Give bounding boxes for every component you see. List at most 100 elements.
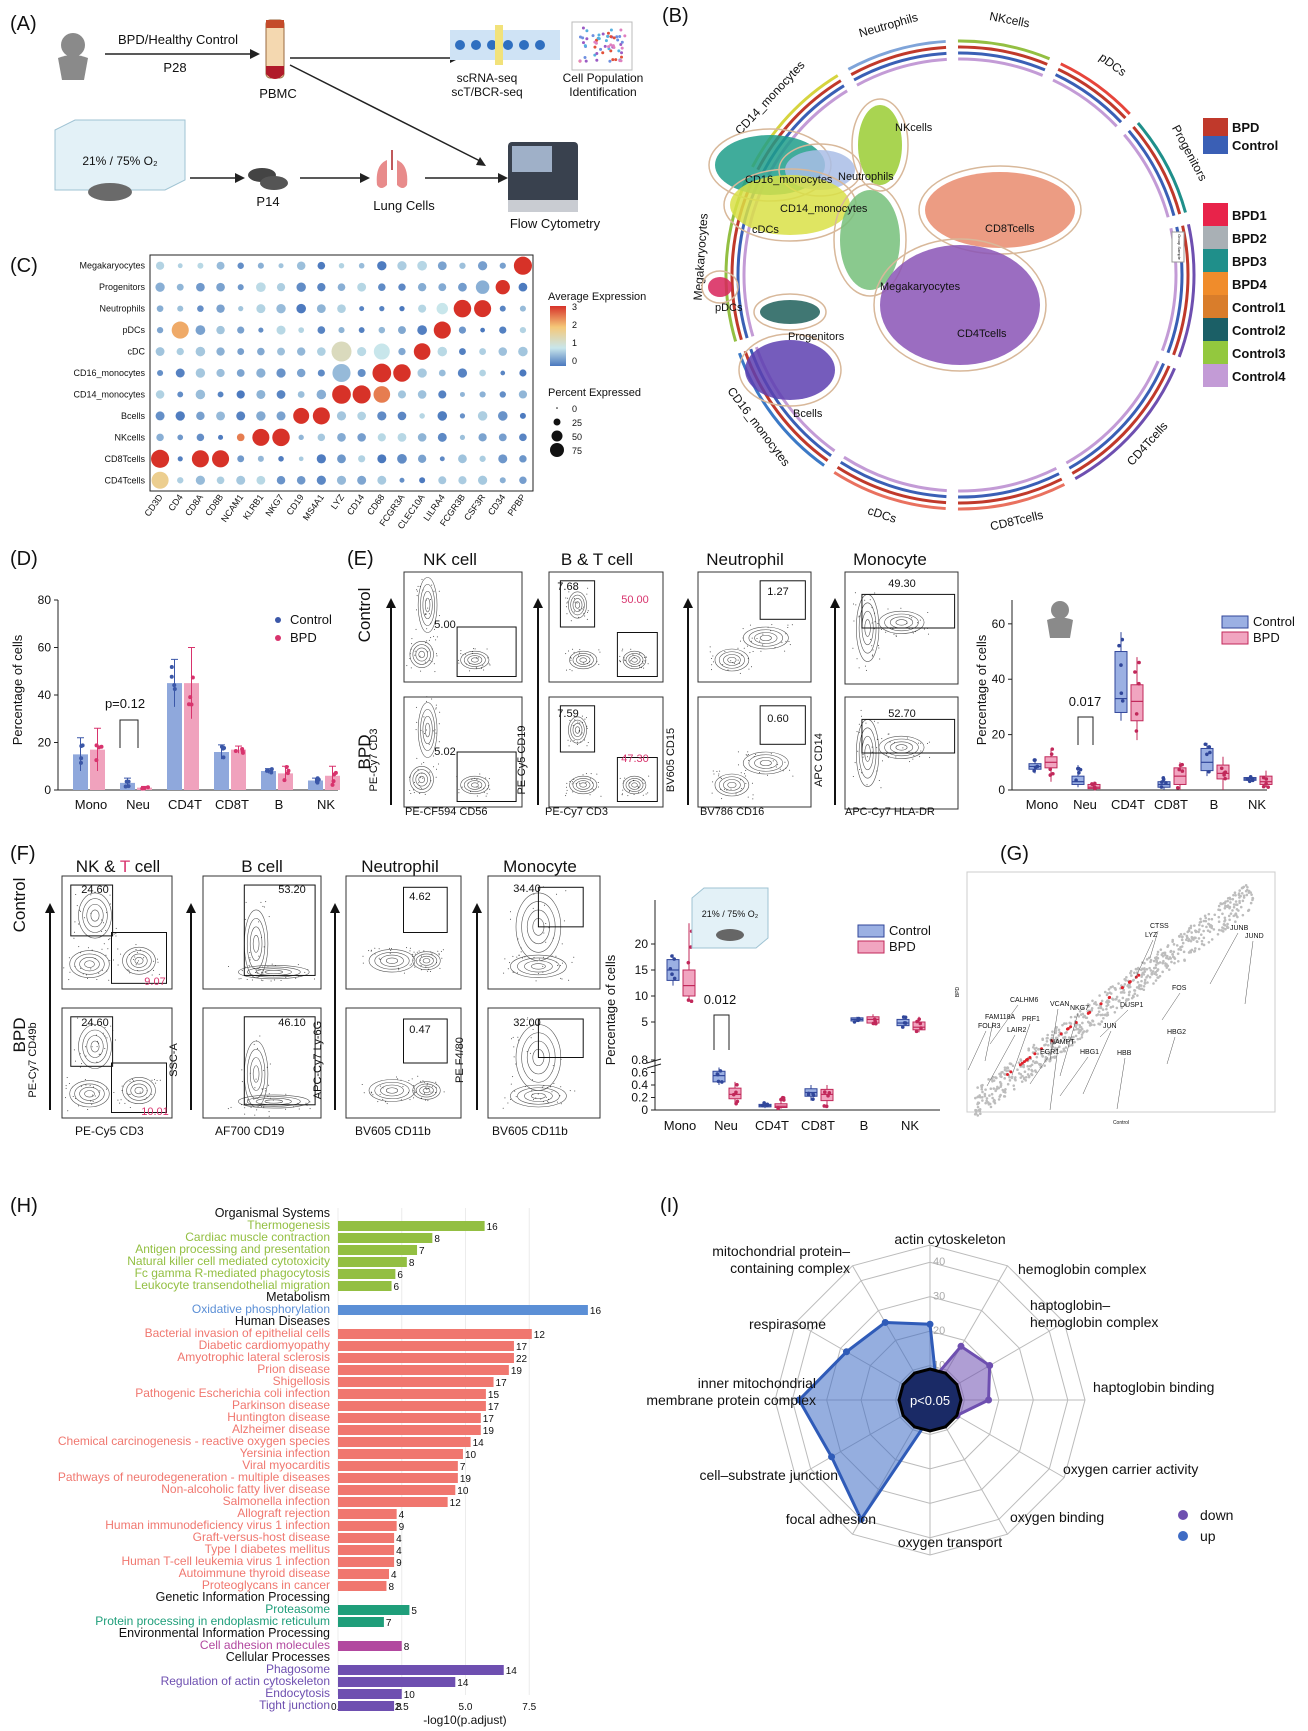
event-dot bbox=[747, 796, 749, 798]
legend2-swatch bbox=[1203, 341, 1228, 364]
event-dot bbox=[80, 967, 82, 969]
event-dot bbox=[435, 1086, 437, 1088]
gene-point bbox=[1078, 1037, 1082, 1041]
event-dot bbox=[536, 960, 538, 962]
channel bbox=[495, 25, 503, 65]
event-dot bbox=[543, 956, 545, 958]
event-dot bbox=[632, 654, 634, 656]
event-dot bbox=[99, 1053, 101, 1055]
legend2-label: BPD2 bbox=[1232, 231, 1267, 246]
event-dot bbox=[752, 651, 754, 653]
expression-dot bbox=[216, 304, 225, 313]
gene-point bbox=[1221, 912, 1224, 916]
ring-label: Megakaryocytes bbox=[691, 213, 711, 301]
group-header: Genetic Information Processing bbox=[156, 1590, 330, 1604]
event-dot bbox=[477, 657, 479, 659]
radar-axis-label: oxygen transport bbox=[898, 1534, 1002, 1550]
event-dot bbox=[361, 1083, 363, 1085]
expression-dot bbox=[377, 454, 387, 464]
event-dot bbox=[597, 782, 599, 784]
gene-point bbox=[1008, 1075, 1011, 1079]
radar-axis-label: haptoglobin– bbox=[1030, 1297, 1110, 1313]
cluster-dot bbox=[593, 40, 597, 44]
expression-dot bbox=[237, 326, 245, 334]
expression-dot bbox=[236, 433, 245, 442]
legend2-swatch bbox=[1203, 203, 1228, 226]
gene-label: CD8A bbox=[183, 492, 205, 517]
contour bbox=[748, 754, 784, 772]
event-dot bbox=[75, 1060, 77, 1062]
x-tick: NK bbox=[317, 797, 335, 812]
event-dot bbox=[418, 950, 420, 952]
data-point bbox=[1134, 729, 1139, 733]
event-dot bbox=[512, 1036, 514, 1038]
axis-break bbox=[646, 1058, 662, 1069]
event-dot bbox=[512, 1076, 514, 1078]
panel-e: (E) NK cell B & T cell Neutrophil MonocyteCo… bbox=[347, 548, 1295, 818]
event-dot bbox=[254, 1087, 256, 1089]
gene-point bbox=[1202, 919, 1206, 923]
gene-leader bbox=[1116, 1057, 1126, 1110]
gene-point bbox=[1078, 1009, 1082, 1013]
event-dot bbox=[439, 711, 441, 713]
cluster-label: NKcells bbox=[895, 122, 933, 134]
arrow-flow bbox=[289, 64, 483, 163]
event-dot bbox=[590, 663, 592, 665]
center-label: p<0.05 bbox=[910, 1393, 950, 1408]
gene-point bbox=[1179, 932, 1183, 936]
event-dot bbox=[571, 670, 573, 672]
gate bbox=[70, 884, 114, 937]
gene-point bbox=[1017, 1072, 1021, 1075]
gene-count: 19 bbox=[460, 1474, 472, 1485]
gene-point bbox=[1199, 920, 1203, 924]
gene-point bbox=[1012, 1084, 1016, 1087]
panel-i-label: (I) bbox=[660, 1195, 679, 1217]
gene-leader bbox=[989, 1004, 1019, 1045]
contour bbox=[417, 577, 438, 633]
event-dot bbox=[245, 966, 247, 968]
gene-point bbox=[1223, 901, 1227, 905]
event-dot bbox=[873, 720, 875, 722]
event-dot bbox=[619, 659, 621, 661]
event-dot bbox=[421, 787, 423, 789]
expression-dot bbox=[316, 389, 327, 400]
event-dot bbox=[419, 586, 421, 588]
gene-count: 7 bbox=[460, 1462, 466, 1473]
gene-point bbox=[1091, 999, 1094, 1003]
event-dot bbox=[400, 1079, 402, 1081]
expression-dot bbox=[358, 455, 366, 463]
title-part: NK & bbox=[76, 857, 120, 876]
gene-point bbox=[1249, 891, 1252, 894]
event-dot bbox=[389, 952, 391, 954]
event-dot bbox=[721, 798, 723, 800]
event-dot bbox=[504, 1097, 506, 1099]
row-label-control: Control bbox=[10, 878, 29, 933]
event-dot bbox=[599, 651, 601, 653]
expression-dot bbox=[417, 390, 427, 399]
event-dot bbox=[433, 590, 435, 592]
event-dot bbox=[109, 938, 111, 940]
gene-point bbox=[1117, 999, 1121, 1003]
event-dot bbox=[476, 779, 478, 781]
pbmc-label: PBMC bbox=[259, 86, 297, 101]
event-dot bbox=[628, 782, 630, 784]
event-dot bbox=[578, 652, 580, 654]
event-dot bbox=[621, 794, 623, 796]
pathway-bar bbox=[338, 1449, 463, 1459]
expression-dot bbox=[216, 261, 225, 270]
event-dot bbox=[573, 740, 575, 742]
legend-label: Control bbox=[1253, 614, 1295, 629]
gene-point bbox=[1086, 1029, 1089, 1032]
event-dot bbox=[722, 664, 724, 666]
gene-leader bbox=[1049, 1008, 1059, 1061]
event-dot bbox=[719, 770, 721, 772]
event-dot bbox=[435, 1091, 437, 1093]
gene-point bbox=[1054, 1031, 1058, 1035]
gene-point bbox=[1032, 1043, 1036, 1047]
event-dot bbox=[264, 1088, 266, 1090]
event-dot bbox=[90, 968, 92, 970]
data-point bbox=[670, 972, 674, 977]
ring-label: pDCs bbox=[1097, 50, 1130, 79]
event-dot bbox=[227, 1108, 229, 1110]
data-point bbox=[1119, 691, 1124, 696]
